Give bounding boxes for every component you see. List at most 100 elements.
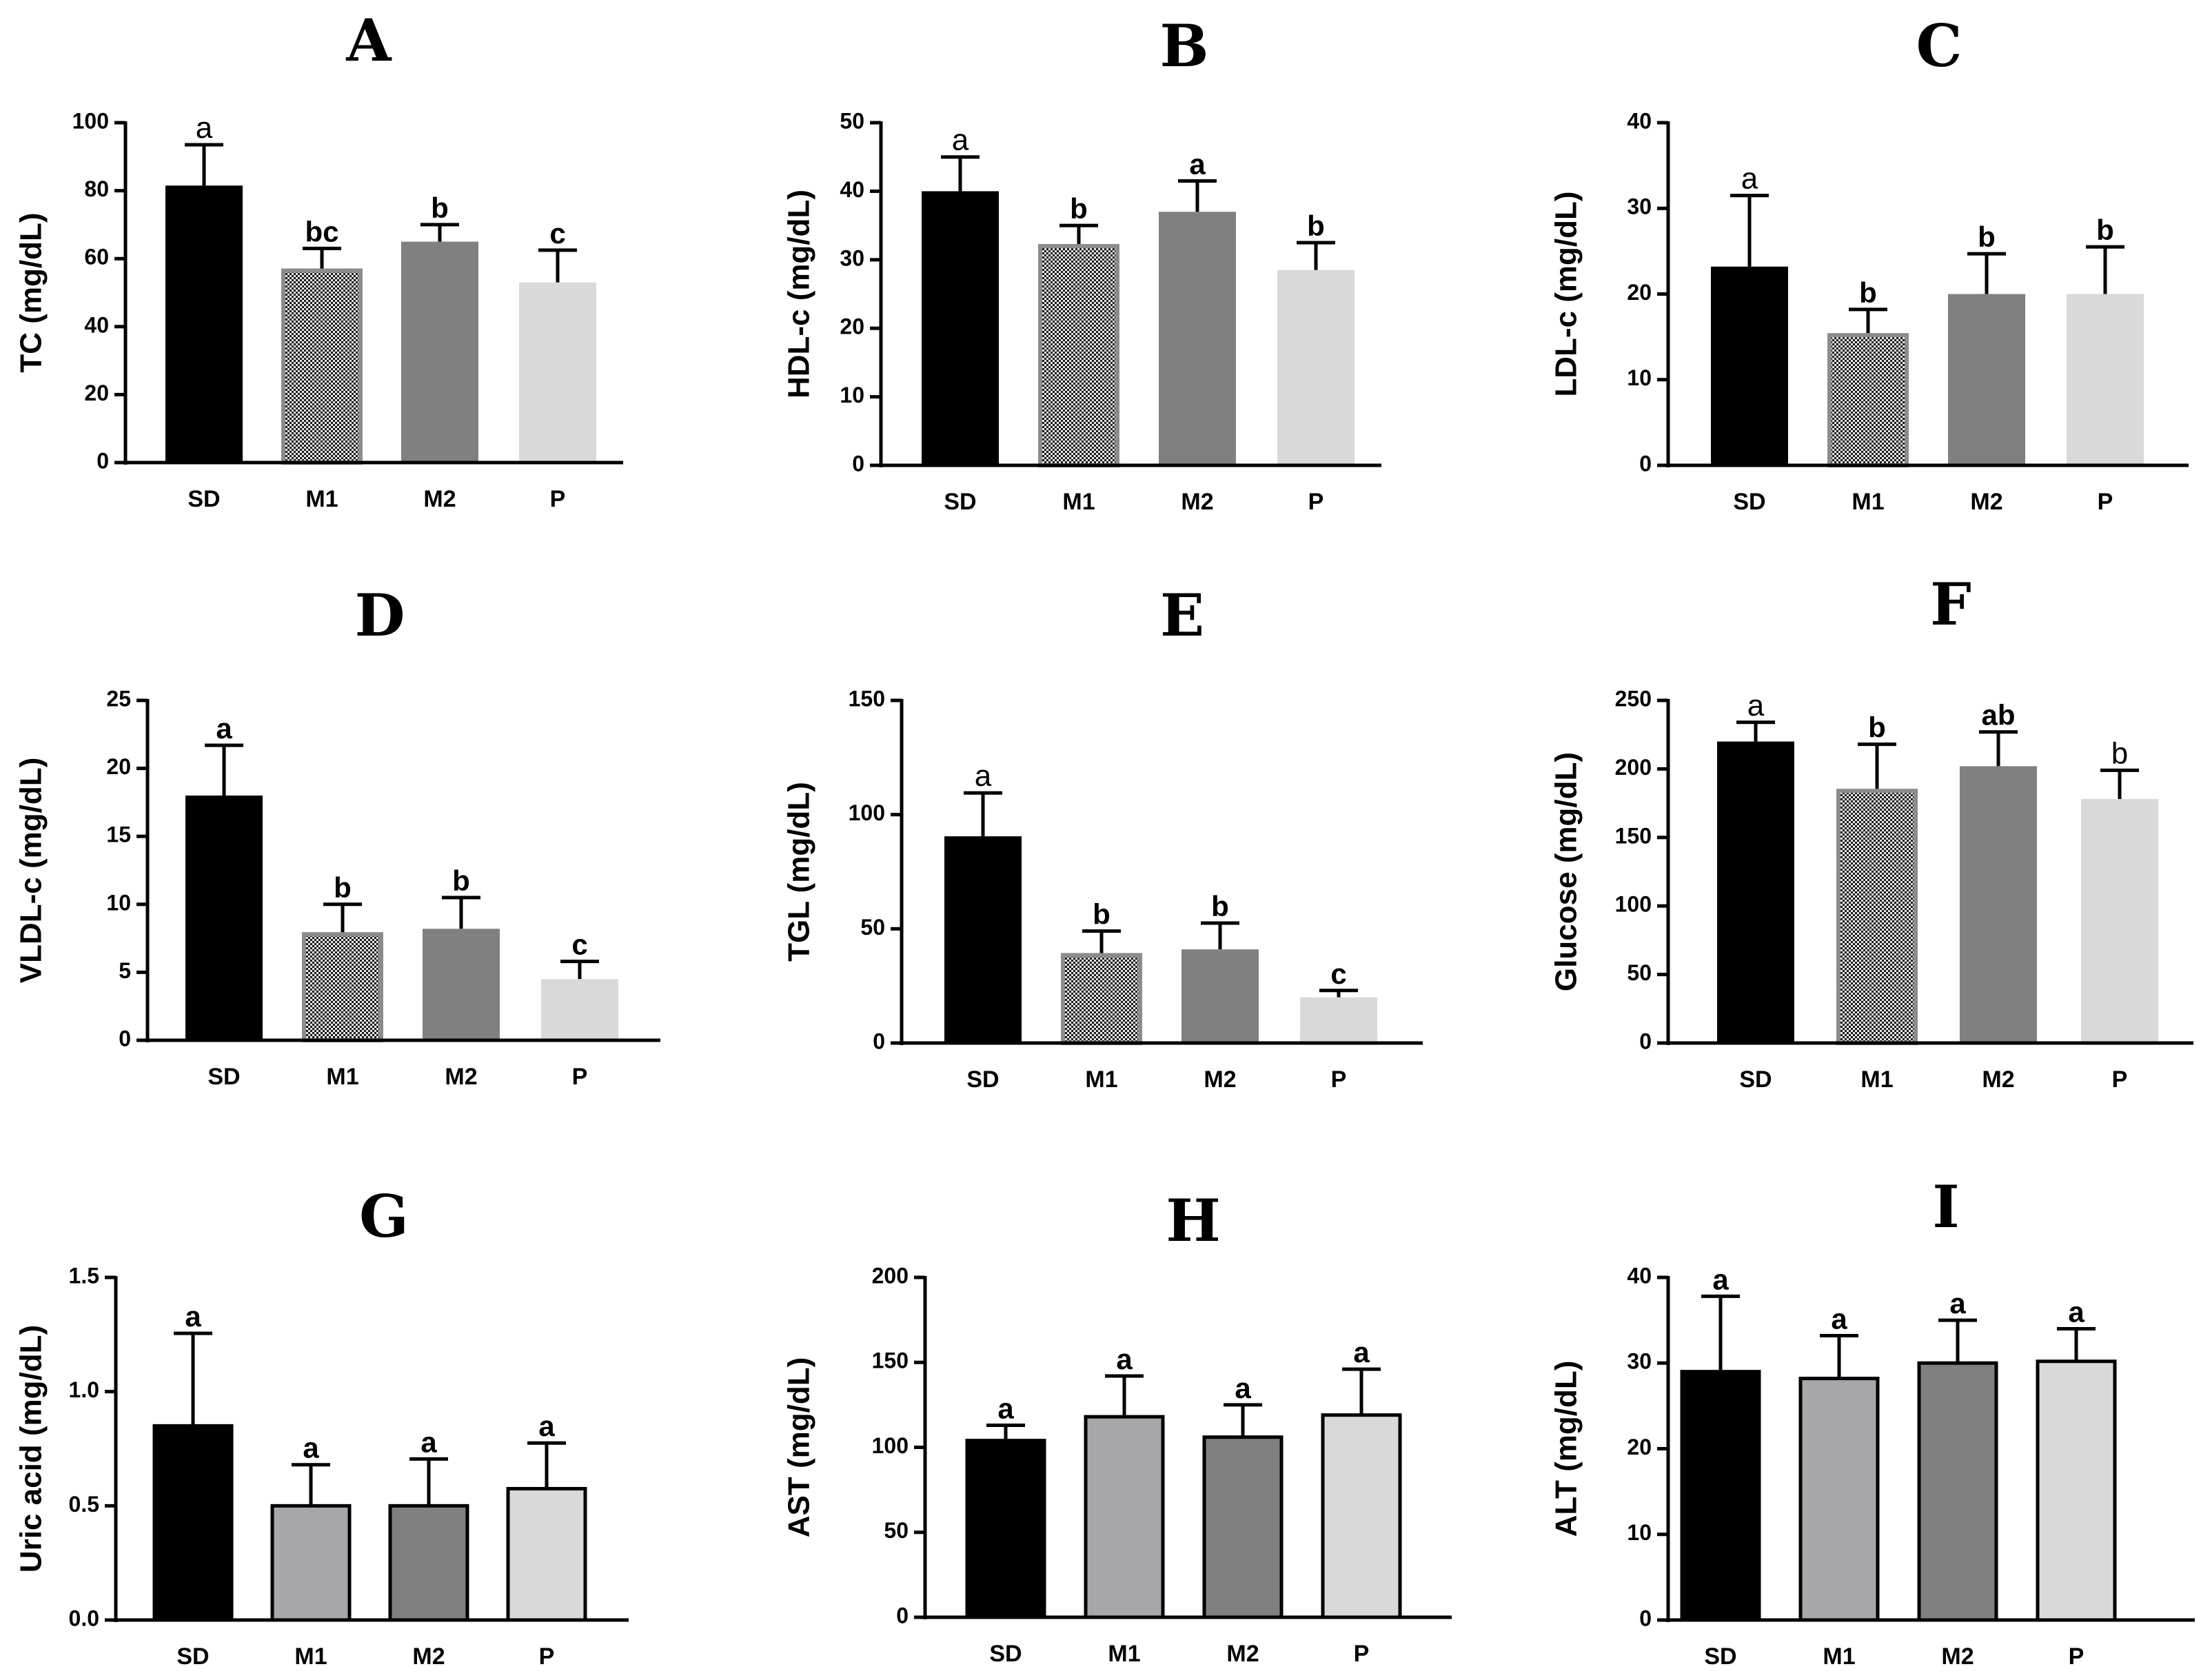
category-label: SD <box>187 486 220 512</box>
category-label: M2 <box>1226 1641 1259 1667</box>
significance-letter: a <box>1712 1263 1729 1295</box>
bar-sd <box>944 836 1022 1043</box>
y-tick-label: 40 <box>1627 108 1652 133</box>
y-tick-label: 0 <box>852 451 864 476</box>
y-tick-label: 30 <box>840 245 864 270</box>
category-label: SD <box>1733 489 1765 515</box>
y-axis-label: HDL-c (mg/dL) <box>782 190 816 398</box>
bar-m2 <box>1181 949 1259 1043</box>
significance-letter: a <box>538 1410 555 1442</box>
category-label: M2 <box>412 1643 445 1670</box>
y-tick-label: 0 <box>1639 1029 1652 1053</box>
y-tick-label: 1.5 <box>69 1263 99 1288</box>
y-tick-label: 0 <box>1639 1606 1652 1630</box>
y-tick-label: 0.5 <box>69 1492 99 1517</box>
y-tick-label: 30 <box>1627 1349 1652 1374</box>
bar-p <box>2081 799 2158 1043</box>
y-tick-label: 50 <box>840 108 864 133</box>
category-label: P <box>539 1643 555 1670</box>
bar-m1 <box>1084 1415 1165 1619</box>
category-label: SD <box>207 1064 240 1090</box>
significance-letter: a <box>1353 1336 1370 1368</box>
y-tick-label: 50 <box>860 915 885 940</box>
significance-letter: b <box>1093 898 1110 931</box>
category-label: P <box>1331 1066 1347 1093</box>
y-tick-label: 0 <box>896 1603 909 1628</box>
category-label: SD <box>944 489 976 515</box>
significance-letter: b <box>452 864 470 897</box>
panel-title: D <box>355 581 405 649</box>
category-label: M2 <box>1941 1643 1974 1670</box>
significance-letter: a <box>1949 1287 1966 1319</box>
significance-letter: c <box>549 217 565 250</box>
y-tick-label: 40 <box>84 312 109 337</box>
bar-p <box>1277 270 1355 465</box>
category-label: P <box>2112 1066 2128 1093</box>
bar-sd <box>1711 266 1788 465</box>
bar-m1 <box>1038 243 1119 467</box>
category-label: P <box>572 1064 588 1090</box>
significance-letter: a <box>216 712 232 745</box>
y-tick-label: 0.0 <box>69 1606 99 1630</box>
y-tick-label: 20 <box>84 381 109 405</box>
significance-letter: b <box>1859 276 1877 309</box>
bar-p <box>1321 1413 1402 1619</box>
bar-m2 <box>1948 294 2025 465</box>
y-tick-label: 0 <box>119 1026 131 1051</box>
significance-letter: a <box>1747 689 1765 722</box>
category-label: M1 <box>1108 1641 1140 1667</box>
bar-m2 <box>388 1504 469 1622</box>
category-label: M2 <box>445 1064 477 1090</box>
bar-m1 <box>1836 789 1918 1045</box>
y-tick-label: 60 <box>84 245 109 270</box>
panel-title: G <box>359 1182 409 1251</box>
panel-title: C <box>1916 12 1962 80</box>
y-tick-label: 200 <box>872 1263 909 1288</box>
bar-sd <box>1680 1370 1761 1622</box>
significance-letter: a <box>975 759 992 793</box>
y-tick-label: 150 <box>872 1348 909 1373</box>
panel-e: E TGL (mg/dL) a SD b M1 b M2 c P 0 50 100 150 <box>782 581 1423 1093</box>
y-axis-label: Glucose (mg/dL) <box>1550 752 1583 991</box>
category-label: M2 <box>1204 1066 1236 1093</box>
category-label: M2 <box>1982 1066 2014 1093</box>
category-label: P <box>550 486 566 512</box>
panel-title: I <box>1932 1173 1959 1241</box>
bar-p <box>506 1486 587 1622</box>
significance-letter: b <box>1211 890 1229 922</box>
category-label: M1 <box>1852 489 1884 515</box>
bar-p <box>2067 294 2144 465</box>
category-label: SD <box>989 1641 1022 1667</box>
bar-m2 <box>1202 1435 1284 1619</box>
y-tick-label: 0 <box>873 1029 885 1053</box>
significance-letter: b <box>1978 221 1996 253</box>
category-label: SD <box>176 1643 209 1670</box>
panel-c: C LDL-c (mg/dL) a SD b M1 b M2 b P 0 10 20 30 40 <box>1550 12 2189 515</box>
y-tick-label: 50 <box>884 1518 909 1543</box>
significance-letter: a <box>196 111 213 145</box>
bar-sd <box>152 1424 234 1622</box>
significance-letter: c <box>1330 958 1346 990</box>
y-axis-label: LDL-c (mg/dL) <box>1550 191 1583 396</box>
y-tick-label: 10 <box>1627 1520 1652 1545</box>
y-tick-label: 100 <box>872 1433 909 1458</box>
panel-i: I ALT (mg/dL) a SD a M1 a M2 a P 0 10 20 30 40 <box>1550 1173 2195 1670</box>
y-tick-label: 150 <box>1615 823 1652 848</box>
significance-letter: a <box>1189 148 1206 180</box>
significance-letter: b <box>431 192 449 224</box>
y-tick-label: 20 <box>106 754 131 779</box>
bar-m2 <box>1917 1361 1998 1622</box>
category-label: M2 <box>423 486 456 512</box>
panel-title: B <box>1160 12 1209 80</box>
y-tick-label: 100 <box>1615 892 1652 917</box>
significance-letter: a <box>1741 162 1758 196</box>
y-tick-label: 200 <box>1615 755 1652 780</box>
bar-sd <box>165 185 243 463</box>
bar-m1 <box>1827 333 1909 468</box>
bar-m2 <box>1159 212 1236 465</box>
y-tick-label: 20 <box>1627 280 1652 305</box>
significance-letter: b <box>1070 192 1088 225</box>
y-tick-label: 100 <box>849 800 885 825</box>
y-tick-label: 250 <box>1615 686 1652 711</box>
panel-title: F <box>1930 570 1971 638</box>
